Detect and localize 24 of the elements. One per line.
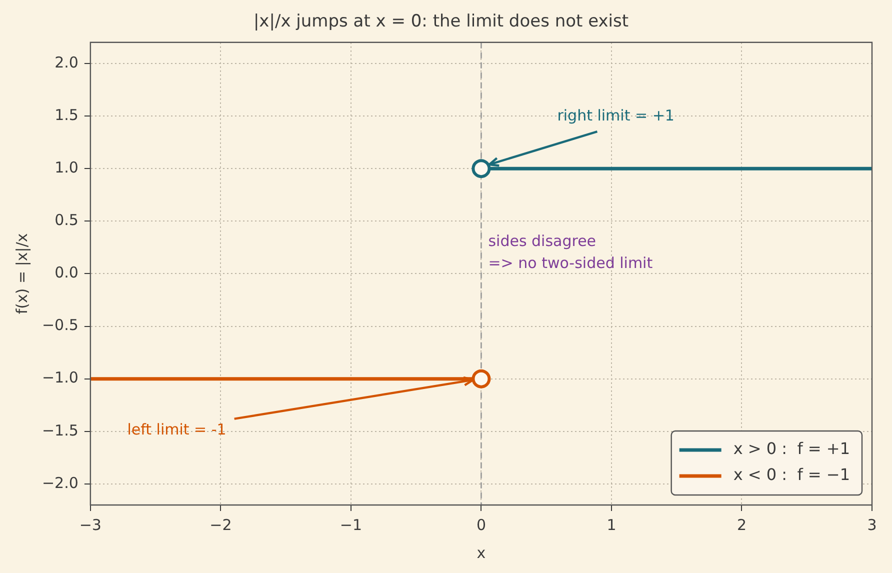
x-axis-title: x: [476, 544, 486, 562]
annotation: sides disagree => no two-sided limit: [488, 232, 653, 272]
y-tick-label: 1.5: [54, 106, 78, 124]
y-tick-label: −0.5: [42, 316, 78, 334]
x-tick-label: 3: [867, 516, 877, 534]
x-tick-label: 1: [606, 516, 616, 534]
annotation: right limit = +1: [557, 106, 674, 124]
y-tick-label: 0.5: [54, 211, 78, 230]
x-tick-label: 0: [476, 516, 486, 534]
y-tick-label: −1.5: [42, 421, 78, 440]
y-tick-label: 1.0: [54, 158, 78, 176]
y-tick-label: 2.0: [54, 53, 78, 72]
legend-label: x < 0 : f = −1: [733, 465, 850, 484]
x-tick-label: −3: [79, 516, 102, 534]
x-tick-label: −1: [340, 516, 362, 534]
y-tick-label: −1.0: [42, 368, 78, 387]
x-tick-label: 2: [736, 516, 747, 534]
y-axis-title: f(x) = |x|/x: [12, 233, 31, 314]
legend-label: x > 0 : f = +1: [733, 439, 850, 458]
y-tick-label: 0.0: [54, 264, 78, 282]
annotation: left limit = -1: [127, 420, 226, 439]
chart-title: |x|/x jumps at x = 0: the limit does not exist: [253, 12, 629, 32]
y-tick-label: −2.0: [42, 474, 78, 492]
x-tick-label: −2: [210, 516, 232, 534]
